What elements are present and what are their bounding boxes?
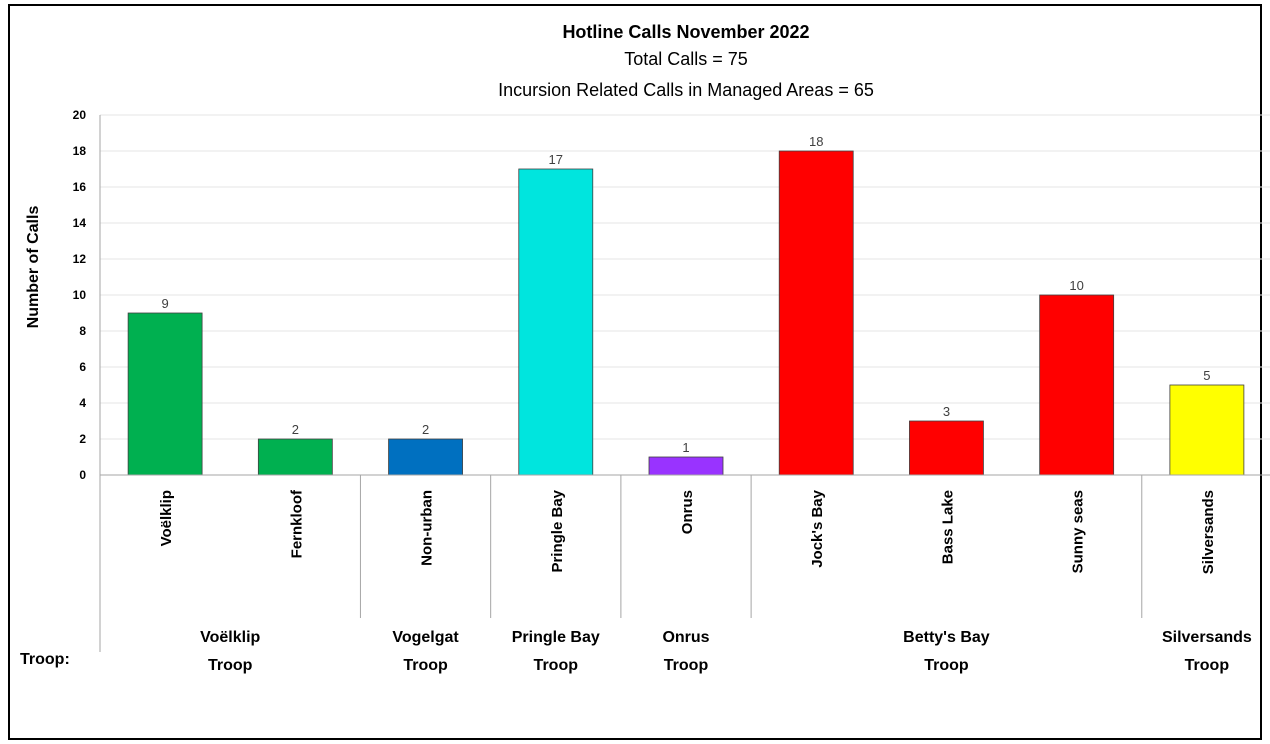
- data-label: 1: [682, 440, 689, 455]
- data-label: 18: [809, 134, 823, 149]
- y-tick-label: 8: [79, 324, 86, 338]
- data-label: 9: [161, 296, 168, 311]
- troop-group-label: Pringle Bay: [512, 629, 600, 646]
- data-label: 10: [1069, 278, 1083, 293]
- troop-axis-label: Troop:: [20, 651, 70, 668]
- y-tick-label: 14: [73, 216, 87, 230]
- bar: [1039, 294, 1115, 476]
- y-tick-label: 0: [79, 468, 86, 482]
- bar: [1169, 384, 1245, 476]
- bar: [388, 438, 463, 476]
- y-tick-label: 2: [79, 432, 86, 446]
- troop-group-label: Troop: [403, 657, 448, 674]
- x-category-label: Silversands: [1200, 490, 1217, 574]
- bar: [518, 168, 594, 476]
- chart-title: Hotline Calls November 2022: [562, 22, 809, 42]
- troop-group-label: Silversands: [1162, 629, 1252, 646]
- data-label: 3: [943, 404, 950, 419]
- x-category-label: Pringle Bay: [549, 489, 566, 572]
- data-label: 2: [422, 422, 429, 437]
- x-category-label: Voëlklip: [158, 490, 175, 546]
- y-tick-label: 6: [79, 360, 86, 374]
- y-tick-label: 10: [73, 288, 87, 302]
- chart-frame: [8, 4, 1262, 740]
- troop-group-label: Onrus: [662, 629, 709, 646]
- chart-subtitle-total: Total Calls = 75: [624, 49, 748, 69]
- troop-group-label: Troop: [1185, 657, 1230, 674]
- bar: [648, 456, 724, 476]
- x-category-label: Sunny seas: [1070, 490, 1087, 573]
- troop-group-label: Vogelgat: [392, 629, 459, 646]
- data-label: 2: [292, 422, 299, 437]
- troop-group-label: Betty's Bay: [903, 629, 990, 646]
- bar: [778, 150, 854, 476]
- y-tick-label: 12: [73, 252, 87, 266]
- data-label: 17: [549, 152, 563, 167]
- bar: [127, 312, 203, 476]
- troop-group-label: Troop: [664, 657, 709, 674]
- y-axis-label: Number of Calls: [25, 206, 42, 329]
- x-category-label: Bass Lake: [939, 490, 956, 564]
- y-tick-label: 18: [73, 144, 87, 158]
- x-category-label: Non-urban: [419, 490, 436, 566]
- y-tick-label: 16: [73, 180, 87, 194]
- troop-group-label: Troop: [534, 657, 579, 674]
- data-label: 5: [1203, 368, 1210, 383]
- x-category-label: Onrus: [679, 490, 696, 534]
- troop-group-label: Troop: [208, 657, 253, 674]
- bars: 9 2 2 17 1 18 3 10 5: [127, 134, 1245, 476]
- y-tick-label: 20: [73, 108, 87, 122]
- y-tick-label: 4: [79, 396, 86, 410]
- bar: [909, 420, 984, 476]
- x-category-label: Jock's Bay: [809, 489, 826, 567]
- chart-subtitle-incursion: Incursion Related Calls in Managed Areas…: [498, 80, 874, 100]
- troop-group-label: Voëlklip: [200, 629, 260, 646]
- bar: [257, 438, 333, 476]
- troop-group-label: Troop: [924, 657, 969, 674]
- x-category-label: Fernkloof: [288, 489, 305, 558]
